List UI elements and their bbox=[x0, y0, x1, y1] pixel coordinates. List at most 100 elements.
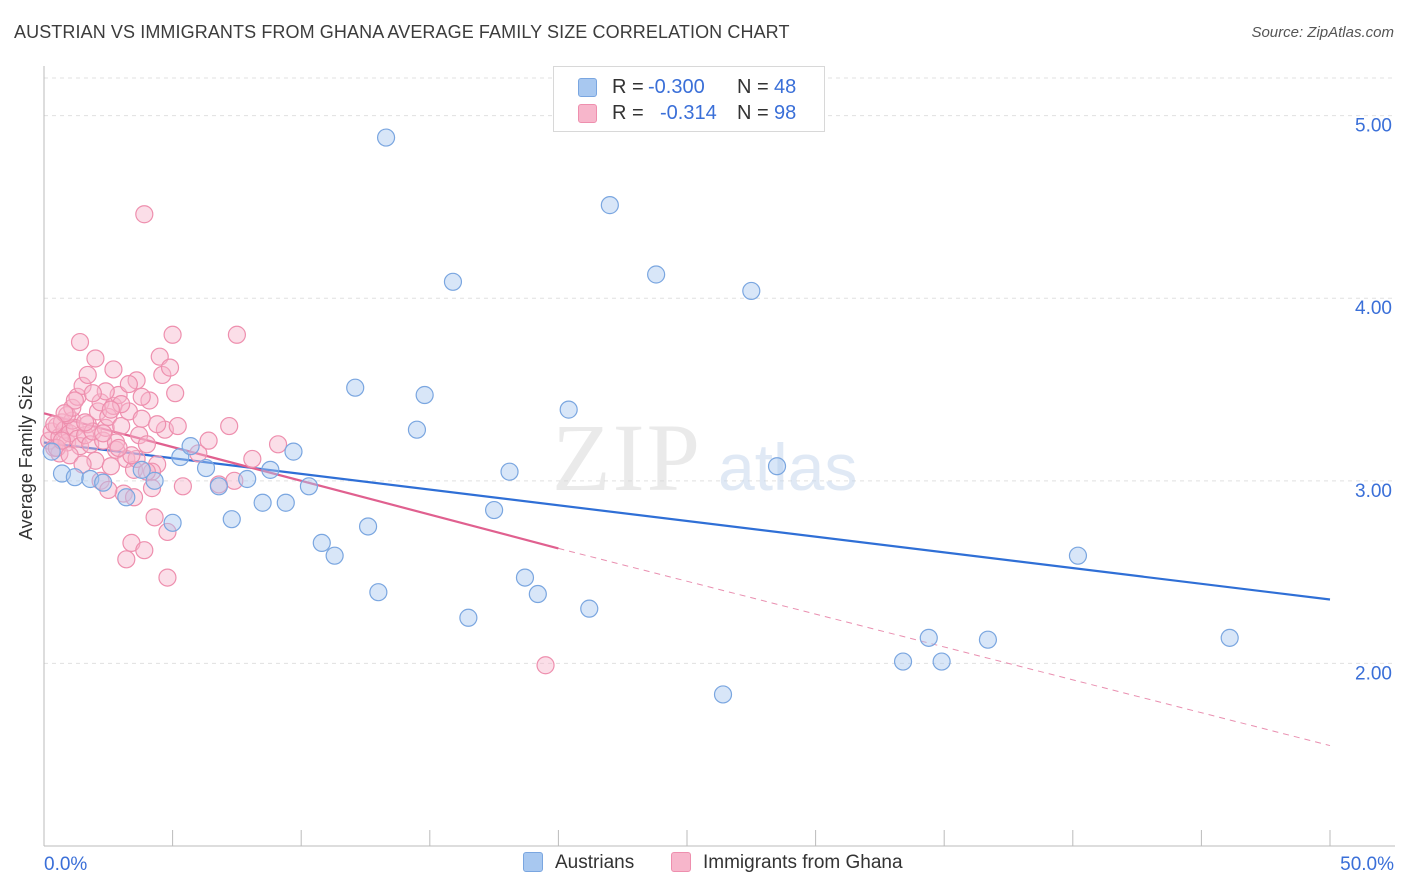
grid-lines bbox=[44, 77, 1395, 664]
legend-n-value: 98 bbox=[774, 102, 797, 124]
austrians-point bbox=[209, 477, 228, 496]
legend-r-label: R = bbox=[612, 76, 644, 98]
austrians-point bbox=[238, 469, 257, 489]
bottom-legend-swatch-ghana bbox=[671, 852, 691, 872]
y-axis-title: Average Family Size bbox=[16, 375, 36, 540]
austrians-point bbox=[485, 500, 504, 520]
chart-title: AUSTRIAN VS IMMIGRANTS FROM GHANA AVERAG… bbox=[14, 22, 790, 42]
ghana-point bbox=[119, 374, 138, 394]
legend-swatch-ghana bbox=[578, 104, 597, 123]
austrians-point bbox=[647, 265, 666, 284]
ghana-point bbox=[199, 431, 218, 450]
legend-n-value: 48 bbox=[774, 76, 797, 98]
austrians-point bbox=[117, 488, 136, 507]
ghana-point bbox=[189, 444, 208, 463]
ghana-point bbox=[112, 416, 131, 436]
ghana-point bbox=[220, 416, 239, 436]
austrians-point bbox=[276, 493, 295, 512]
watermark-atlas: atlas bbox=[718, 430, 857, 504]
austrians-point bbox=[163, 513, 182, 532]
austrians-point bbox=[253, 493, 272, 512]
ghana-point bbox=[101, 457, 120, 476]
austrians-point bbox=[528, 584, 547, 604]
trend-lines bbox=[43, 412, 1331, 747]
ghana-point bbox=[153, 365, 172, 385]
austrians-point bbox=[369, 583, 388, 602]
ghana-point bbox=[78, 365, 97, 385]
ghana-point bbox=[117, 550, 136, 569]
ghana-point bbox=[94, 424, 113, 443]
austrians-point bbox=[978, 630, 998, 649]
austrians-point bbox=[376, 128, 396, 147]
ghana-point bbox=[168, 416, 187, 436]
ghana-trend-extension bbox=[558, 547, 1331, 747]
austrians-point bbox=[767, 457, 787, 476]
ghana-point bbox=[124, 488, 144, 507]
bottom-legend-label-austrians: Austrians bbox=[555, 852, 635, 873]
austrians-point bbox=[346, 378, 365, 397]
ghana-point bbox=[536, 656, 555, 675]
austrians-point bbox=[42, 442, 61, 461]
ghana-point bbox=[137, 435, 156, 454]
ghana-point bbox=[109, 438, 128, 458]
ghana-point bbox=[148, 415, 167, 434]
ghana-point bbox=[65, 391, 84, 410]
ghana-point bbox=[135, 541, 154, 560]
ghana-point bbox=[60, 446, 79, 465]
austrians-point bbox=[893, 652, 913, 671]
austrians-point bbox=[222, 510, 241, 529]
ghana-point bbox=[173, 477, 192, 496]
legend-r-label: R = bbox=[612, 102, 644, 124]
x-tick-label-max: 50.0% bbox=[1340, 854, 1394, 875]
austrians-point bbox=[325, 546, 344, 565]
austrians-point bbox=[358, 517, 378, 536]
legend-r-value: -0.314 bbox=[660, 102, 717, 124]
bottom-legend-label-ghana: Immigrants from Ghana bbox=[703, 852, 903, 873]
watermark: ZIP atlas bbox=[552, 404, 857, 511]
data-points bbox=[40, 128, 1239, 704]
ghana-point bbox=[166, 384, 185, 403]
ghana-point bbox=[112, 395, 131, 414]
ghana-point bbox=[83, 384, 102, 403]
ghana-point bbox=[243, 449, 262, 469]
austrians-point bbox=[407, 420, 427, 439]
legend-n-label: N = bbox=[737, 102, 769, 124]
bottom-legend-swatch-austrians bbox=[523, 852, 543, 872]
austrians-point bbox=[459, 608, 478, 627]
y-tick-label: 2.00 bbox=[1355, 663, 1392, 684]
legend-n-label: N = bbox=[737, 76, 769, 98]
correlation-legend: R = -0.300 N = 48 R = -0.314 N = 98 bbox=[553, 66, 825, 132]
y-tick-label: 5.00 bbox=[1355, 116, 1392, 137]
ghana-point bbox=[135, 205, 154, 224]
austrians-point bbox=[580, 599, 599, 618]
ghana-point bbox=[160, 358, 180, 377]
ghana-point bbox=[158, 522, 177, 542]
austrians-point bbox=[500, 462, 519, 481]
austrians-point bbox=[299, 477, 319, 496]
ghana-point bbox=[45, 415, 64, 434]
austrians-point bbox=[132, 460, 151, 479]
source-note: Source: ZipAtlas.com bbox=[1251, 24, 1394, 41]
ghana-point bbox=[158, 568, 177, 587]
ghana-point bbox=[99, 407, 118, 427]
austrians-point bbox=[1220, 628, 1239, 647]
x-tick-label-min: 0.0% bbox=[44, 854, 87, 875]
watermark-zip: ZIP bbox=[552, 404, 702, 511]
austrians-point bbox=[415, 385, 434, 405]
austrians-point bbox=[600, 196, 619, 215]
ghana-point bbox=[86, 349, 105, 368]
ghana-point bbox=[145, 508, 164, 527]
ghana-point bbox=[76, 413, 95, 432]
austrians-point bbox=[932, 652, 951, 671]
y-tick-label: 4.00 bbox=[1355, 298, 1392, 319]
tick-labels: 2.00 3.00 4.00 5.00 0.0% 50.0% bbox=[44, 116, 1394, 875]
ghana-point bbox=[73, 376, 92, 395]
legend-swatch-austrians bbox=[578, 78, 597, 97]
y-tick-label: 3.00 bbox=[1355, 481, 1392, 502]
austrians-point bbox=[559, 400, 578, 419]
austrians-point bbox=[1068, 546, 1088, 565]
austrians-point bbox=[443, 272, 463, 291]
austrians-point bbox=[196, 458, 216, 478]
ghana-point bbox=[163, 325, 182, 344]
